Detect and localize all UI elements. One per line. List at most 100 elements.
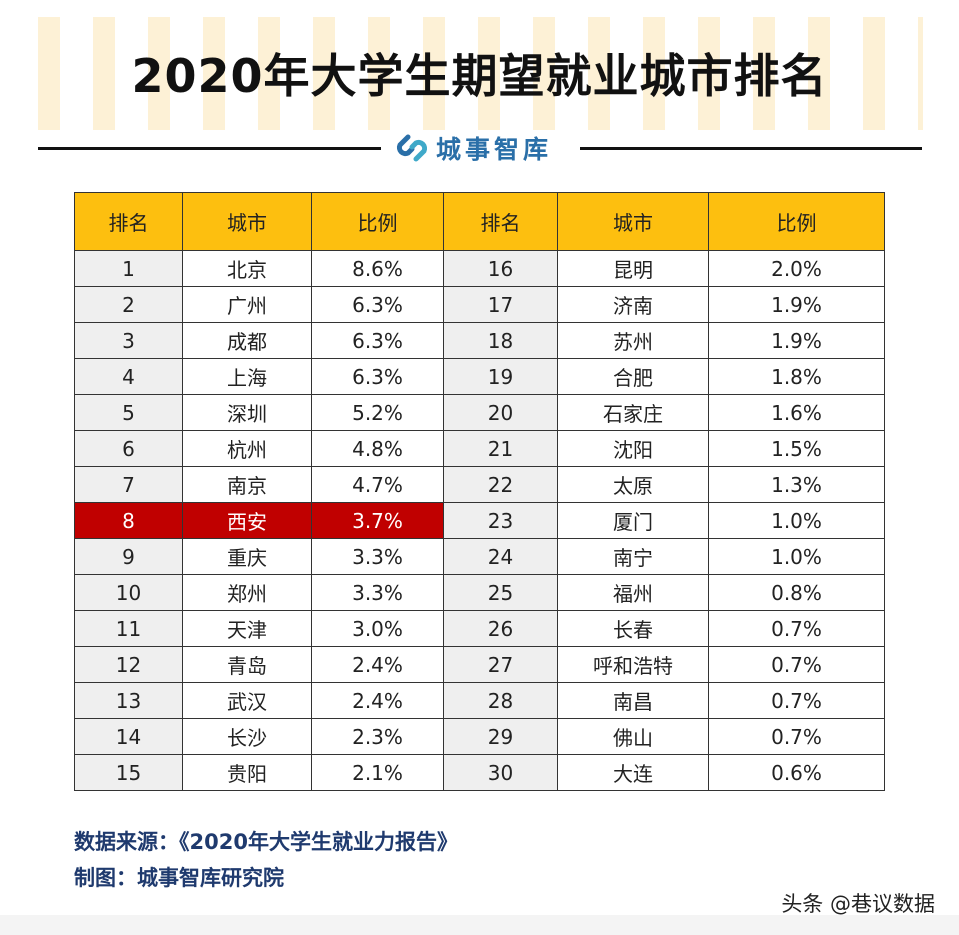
table-row: 1 北京 8.6% 16 昆明 2.0% (74, 250, 885, 287)
share-cell: 2.3% (311, 718, 444, 755)
table-row: 8 西安 3.7% 23 厦门 1.0% (74, 502, 885, 539)
share-cell: 6.3% (311, 358, 444, 395)
rank-cell: 7 (74, 466, 183, 503)
rank-cell: 13 (74, 682, 183, 719)
share-cell: 3.0% (311, 610, 444, 647)
share-cell: 6.3% (311, 322, 444, 359)
share-cell: 6.3% (311, 286, 444, 323)
rank-cell: 8 (74, 502, 183, 539)
city-cell: 深圳 (182, 394, 312, 431)
share-cell: 1.0% (708, 538, 885, 575)
table-row: 10 郑州 3.3% 25 福州 0.8% (74, 574, 885, 611)
table-header: 排名 城市 比例 排名 城市 比例 (74, 192, 885, 251)
rank-cell: 11 (74, 610, 183, 647)
city-cell: 苏州 (557, 322, 709, 359)
rank-cell: 25 (443, 574, 558, 611)
city-cell: 佛山 (557, 718, 709, 755)
city-cell: 沈阳 (557, 430, 709, 467)
rank-cell: 29 (443, 718, 558, 755)
share-cell: 1.5% (708, 430, 885, 467)
ranking-table: 排名 城市 比例 排名 城市 比例 1 北京 8.6% 16 昆明 2.0% 2 广州 6.3% 17 济南 1… (74, 192, 885, 791)
share-cell: 2.4% (311, 646, 444, 683)
credit: 制图：城事智库研究院 (74, 866, 284, 890)
share-cell: 4.7% (311, 466, 444, 503)
bottom-band (0, 915, 959, 935)
city-cell: 昆明 (557, 250, 709, 287)
share-cell: 3.3% (311, 574, 444, 611)
rank-cell: 18 (443, 322, 558, 359)
rank-cell: 20 (443, 394, 558, 431)
city-cell: 西安 (182, 502, 312, 539)
city-cell: 贵阳 (182, 754, 312, 791)
divider-right (580, 147, 922, 150)
striped-banner (38, 17, 923, 130)
city-cell: 长春 (557, 610, 709, 647)
share-cell: 1.9% (708, 286, 885, 323)
city-cell: 呼和浩特 (557, 646, 709, 683)
city-cell: 成都 (182, 322, 312, 359)
column-header: 比例 (708, 192, 885, 251)
table-row: 4 上海 6.3% 19 合肥 1.8% (74, 358, 885, 395)
share-cell: 0.7% (708, 646, 885, 683)
share-cell: 0.7% (708, 718, 885, 755)
rank-cell: 26 (443, 610, 558, 647)
share-cell: 4.8% (311, 430, 444, 467)
rank-cell: 6 (74, 430, 183, 467)
rank-cell: 14 (74, 718, 183, 755)
column-header: 排名 (74, 192, 183, 251)
table-row: 11 天津 3.0% 26 长春 0.7% (74, 610, 885, 647)
column-header: 排名 (443, 192, 558, 251)
share-cell: 0.7% (708, 682, 885, 719)
watermark: 头条 @巷议数据 (781, 892, 935, 916)
city-cell: 合肥 (557, 358, 709, 395)
share-cell: 2.1% (311, 754, 444, 791)
share-cell: 5.2% (311, 394, 444, 431)
rank-cell: 5 (74, 394, 183, 431)
city-cell: 重庆 (182, 538, 312, 575)
rank-cell: 3 (74, 322, 183, 359)
share-cell: 3.7% (311, 502, 444, 539)
table-row: 2 广州 6.3% 17 济南 1.9% (74, 286, 885, 323)
city-cell: 北京 (182, 250, 312, 287)
column-header: 比例 (311, 192, 444, 251)
table-row: 6 杭州 4.8% 21 沈阳 1.5% (74, 430, 885, 467)
city-cell: 大连 (557, 754, 709, 791)
chain-link-icon (396, 134, 428, 162)
share-cell: 1.0% (708, 502, 885, 539)
rank-cell: 21 (443, 430, 558, 467)
rank-cell: 30 (443, 754, 558, 791)
city-cell: 石家庄 (557, 394, 709, 431)
rank-cell: 1 (74, 250, 183, 287)
share-cell: 3.3% (311, 538, 444, 575)
city-cell: 长沙 (182, 718, 312, 755)
rank-cell: 16 (443, 250, 558, 287)
rank-cell: 24 (443, 538, 558, 575)
column-header: 城市 (182, 192, 312, 251)
page-title: 2020年大学生期望就业城市排名 (131, 49, 828, 103)
rank-cell: 27 (443, 646, 558, 683)
city-cell: 郑州 (182, 574, 312, 611)
table-row: 12 青岛 2.4% 27 呼和浩特 0.7% (74, 646, 885, 683)
rank-cell: 15 (74, 754, 183, 791)
share-cell: 0.6% (708, 754, 885, 791)
rank-cell: 19 (443, 358, 558, 395)
city-cell: 杭州 (182, 430, 312, 467)
table-row: 7 南京 4.7% 22 太原 1.3% (74, 466, 885, 503)
share-cell: 1.9% (708, 322, 885, 359)
share-cell: 2.0% (708, 250, 885, 287)
table-row: 9 重庆 3.3% 24 南宁 1.0% (74, 538, 885, 575)
city-cell: 青岛 (182, 646, 312, 683)
share-cell: 1.6% (708, 394, 885, 431)
share-cell: 8.6% (311, 250, 444, 287)
city-cell: 南京 (182, 466, 312, 503)
table-row: 15 贵阳 2.1% 30 大连 0.6% (74, 754, 885, 791)
data-source: 数据来源：《2020年大学生就业力报告》 (74, 830, 458, 854)
city-cell: 南宁 (557, 538, 709, 575)
share-cell: 0.8% (708, 574, 885, 611)
table-row: 3 成都 6.3% 18 苏州 1.9% (74, 322, 885, 359)
rank-cell: 23 (443, 502, 558, 539)
share-cell: 1.3% (708, 466, 885, 503)
city-cell: 太原 (557, 466, 709, 503)
city-cell: 南昌 (557, 682, 709, 719)
rank-cell: 28 (443, 682, 558, 719)
